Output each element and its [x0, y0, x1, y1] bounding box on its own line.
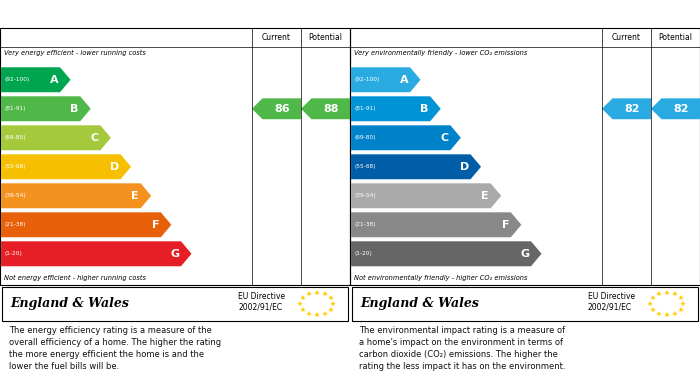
Text: 86: 86 [274, 104, 290, 114]
Text: (21-38): (21-38) [4, 222, 26, 227]
Text: E: E [482, 191, 489, 201]
Text: Not environmentally friendly - higher CO₂ emissions: Not environmentally friendly - higher CO… [354, 275, 527, 281]
Polygon shape [351, 241, 542, 266]
Text: England & Wales: England & Wales [10, 298, 130, 310]
Polygon shape [351, 154, 481, 179]
Text: (55-68): (55-68) [4, 164, 26, 169]
Text: Very energy efficient - lower running costs: Very energy efficient - lower running co… [4, 50, 146, 56]
Text: (1-20): (1-20) [4, 251, 22, 256]
Text: 82: 82 [673, 104, 689, 114]
Text: B: B [70, 104, 78, 114]
Text: Environmental Impact (CO₂) Rating: Environmental Impact (CO₂) Rating [358, 7, 591, 20]
Text: G: G [170, 249, 179, 259]
Polygon shape [1, 154, 131, 179]
Text: Current: Current [262, 33, 291, 42]
Text: (69-80): (69-80) [4, 135, 26, 140]
Text: (55-68): (55-68) [354, 164, 376, 169]
Text: D: D [459, 162, 469, 172]
Text: Potential: Potential [659, 33, 692, 42]
Polygon shape [301, 98, 350, 119]
Text: B: B [420, 104, 428, 114]
Polygon shape [1, 125, 111, 150]
Text: Current: Current [612, 33, 641, 42]
Text: Very environmentally friendly - lower CO₂ emissions: Very environmentally friendly - lower CO… [354, 50, 527, 56]
Text: 88: 88 [323, 104, 339, 114]
Text: EU Directive
2002/91/EC: EU Directive 2002/91/EC [588, 292, 635, 312]
Text: The environmental impact rating is a measure of
a home's impact on the environme: The environmental impact rating is a mea… [358, 326, 566, 371]
Text: The energy efficiency rating is a measure of the
overall efficiency of a home. T: The energy efficiency rating is a measur… [8, 326, 221, 371]
Text: A: A [400, 75, 408, 85]
Text: F: F [502, 220, 509, 230]
Text: F: F [152, 220, 159, 230]
Text: (1-20): (1-20) [354, 251, 372, 256]
Text: Not energy efficient - higher running costs: Not energy efficient - higher running co… [4, 275, 146, 281]
Polygon shape [1, 183, 151, 208]
Text: (39-54): (39-54) [4, 193, 26, 198]
Text: 82: 82 [624, 104, 640, 114]
Polygon shape [651, 98, 700, 119]
Text: (92-100): (92-100) [354, 77, 379, 82]
Polygon shape [351, 125, 461, 150]
Polygon shape [1, 241, 192, 266]
Text: EU Directive
2002/91/EC: EU Directive 2002/91/EC [238, 292, 285, 312]
Polygon shape [351, 67, 421, 92]
Text: England & Wales: England & Wales [360, 298, 480, 310]
Text: (69-80): (69-80) [354, 135, 376, 140]
Text: A: A [50, 75, 58, 85]
Polygon shape [1, 212, 172, 237]
Text: (39-54): (39-54) [354, 193, 376, 198]
Text: Energy Efficiency Rating: Energy Efficiency Rating [8, 7, 172, 20]
Text: G: G [520, 249, 529, 259]
Polygon shape [351, 96, 441, 121]
Text: D: D [109, 162, 119, 172]
Text: E: E [132, 191, 139, 201]
Polygon shape [1, 96, 91, 121]
Text: (81-91): (81-91) [4, 106, 26, 111]
Polygon shape [351, 212, 522, 237]
Text: Potential: Potential [309, 33, 342, 42]
Text: (21-38): (21-38) [354, 222, 376, 227]
Polygon shape [351, 183, 501, 208]
Text: (92-100): (92-100) [4, 77, 29, 82]
Polygon shape [1, 67, 71, 92]
Polygon shape [602, 98, 651, 119]
Text: C: C [440, 133, 449, 143]
Text: C: C [90, 133, 99, 143]
Text: (81-91): (81-91) [354, 106, 376, 111]
Polygon shape [252, 98, 301, 119]
